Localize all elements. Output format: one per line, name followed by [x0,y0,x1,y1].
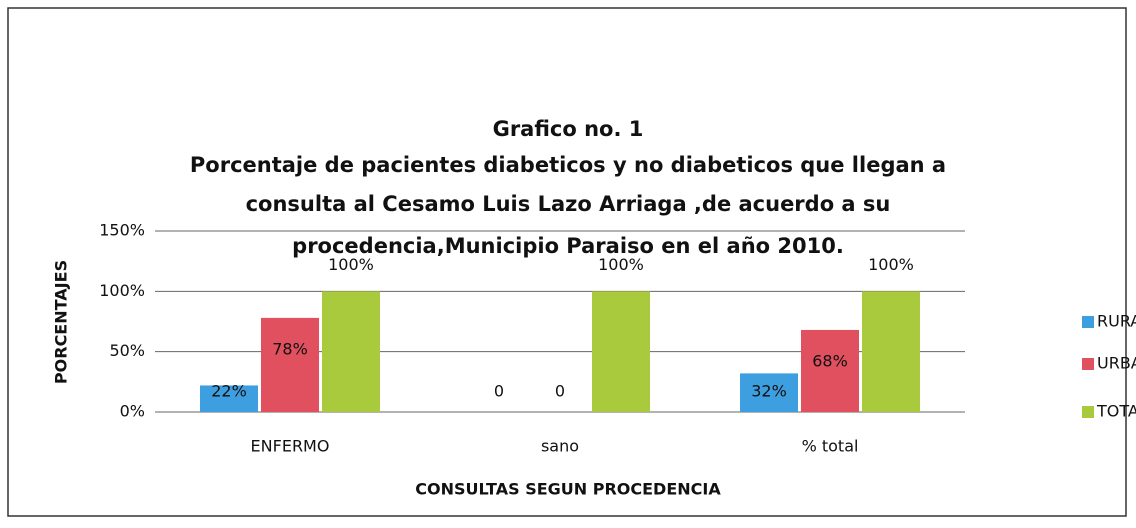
y-axis-title: PORCENTAJES [52,260,71,384]
y-tick-label: 100% [99,281,145,300]
bar [592,291,650,412]
chart-subtitle: consulta al Cesamo Luis Lazo Arriaga ,de… [246,192,891,216]
legend-label: RURAL [1097,312,1136,331]
x-tick-label: % total [802,437,859,456]
legend-swatch [1082,406,1094,418]
chart-subtitle: procedencia,Municipio Paraiso en el año … [292,234,844,258]
data-label: 78% [272,339,308,358]
y-tick-label: 50% [109,341,145,360]
legend-swatch [1082,358,1094,370]
data-label: 0 [494,382,504,401]
legend-label: URBANA [1097,354,1136,373]
data-label: 100% [598,255,644,274]
data-label: 100% [328,255,374,274]
x-tick-label: sano [541,437,579,456]
bar [801,329,859,412]
y-tick-label: 150% [99,221,145,240]
x-axis-title: CONSULTAS SEGUN PROCEDENCIA [415,480,721,499]
legend-swatch [1082,316,1094,328]
bar [261,317,319,412]
chart-subtitle: Porcentaje de pacientes diabeticos y no … [190,153,946,177]
x-tick-label: ENFERMO [251,437,330,456]
chart-title: Grafico no. 1 [493,117,644,141]
bar [200,385,258,412]
data-label: 32% [751,382,787,401]
bar [740,373,798,412]
bar [862,291,920,412]
data-label: 0 [555,382,565,401]
bar [322,291,380,412]
data-label: 100% [868,255,914,274]
legend-label: TOTAL [1096,402,1136,421]
y-tick-label: 0% [120,402,145,421]
chart-border [7,7,1127,517]
data-label: 68% [812,351,848,370]
data-label: 22% [211,382,247,401]
